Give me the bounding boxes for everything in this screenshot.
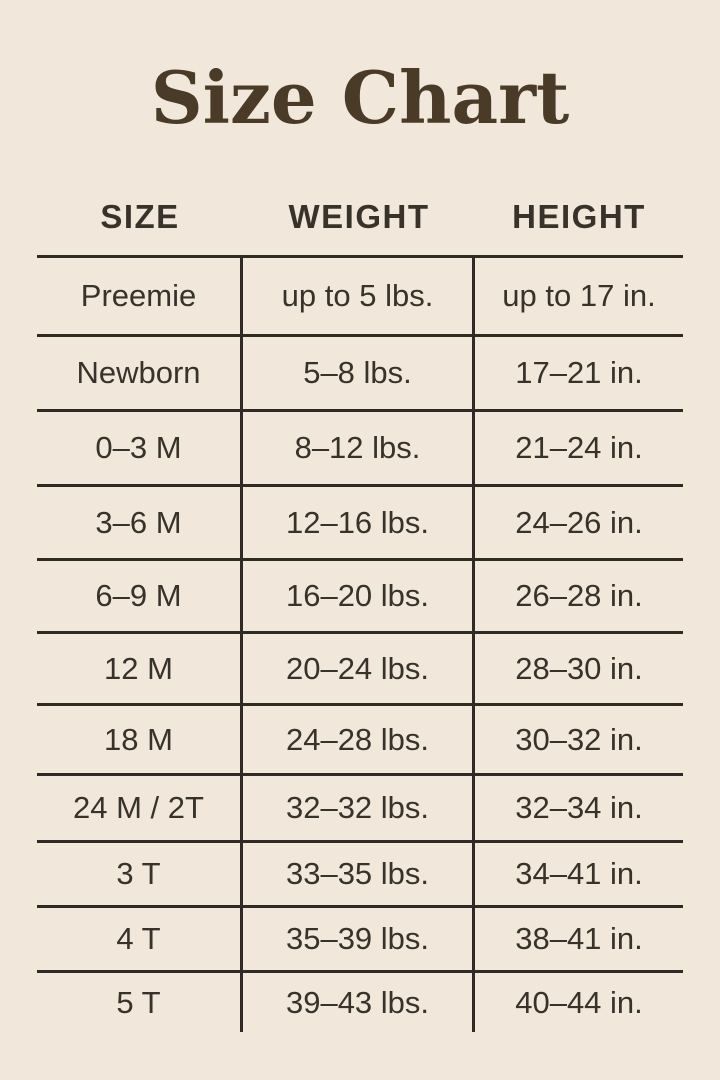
size-cell: 12 M <box>37 634 243 706</box>
column-header-weight: WEIGHT <box>288 197 430 235</box>
weight-cell: 16–20 lbs. <box>243 561 475 634</box>
height-cell: 40–44 in. <box>515 984 643 1020</box>
size-table: Preemie up to 5 lbs. up to 17 in. Newbor… <box>37 255 683 1032</box>
weight-cell: 5–8 lbs. <box>243 337 475 412</box>
weight-cell: 24–28 lbs. <box>243 706 475 776</box>
page-title: Size Chart <box>150 55 570 140</box>
height-cell: 38–41 in. <box>475 908 683 973</box>
column-header-size: SIZE <box>100 197 180 235</box>
height-cell: 32–34 in. <box>475 776 683 843</box>
size-cell: Preemie <box>37 258 243 337</box>
height-cell: 24–26 in. <box>475 487 683 561</box>
size-cell: Newborn <box>37 337 243 412</box>
height-cell: 26–28 in. <box>475 561 683 634</box>
height-cell: 30–32 in. <box>475 706 683 776</box>
size-cell: 18 M <box>37 706 243 776</box>
height-cell: 34–41 in. <box>475 843 683 908</box>
weight-cell: up to 5 lbs. <box>243 258 475 337</box>
weight-cell: 33–35 lbs. <box>243 843 475 908</box>
size-cell: 4 T <box>37 908 243 973</box>
size-cell: 6–9 M <box>37 561 243 634</box>
column-header-height: HEIGHT <box>512 197 646 235</box>
table-header-row: SIZE WEIGHT HEIGHT <box>37 196 683 237</box>
weight-cell: 12–16 lbs. <box>243 487 475 561</box>
size-cell: 5 T <box>37 973 243 1032</box>
weight-cell: 35–39 lbs. <box>243 908 475 973</box>
weight-cell: 20–24 lbs. <box>243 634 475 706</box>
weight-cell: 32–32 lbs. <box>243 776 475 843</box>
size-cell: 0–3 M <box>37 412 243 487</box>
weight-cell: 39–43 lbs. <box>243 973 475 1032</box>
height-cell: 21–24 in. <box>475 412 683 487</box>
size-cell: 24 M / 2T <box>37 776 243 843</box>
weight-cell: 8–12 lbs. <box>243 412 475 487</box>
size-cell: 3 T <box>37 843 243 908</box>
size-cell: 3–6 M <box>37 487 243 561</box>
height-cell: up to 17 in. <box>475 258 683 337</box>
height-cell: 28–30 in. <box>475 634 683 706</box>
height-cell: 17–21 in. <box>475 337 683 412</box>
